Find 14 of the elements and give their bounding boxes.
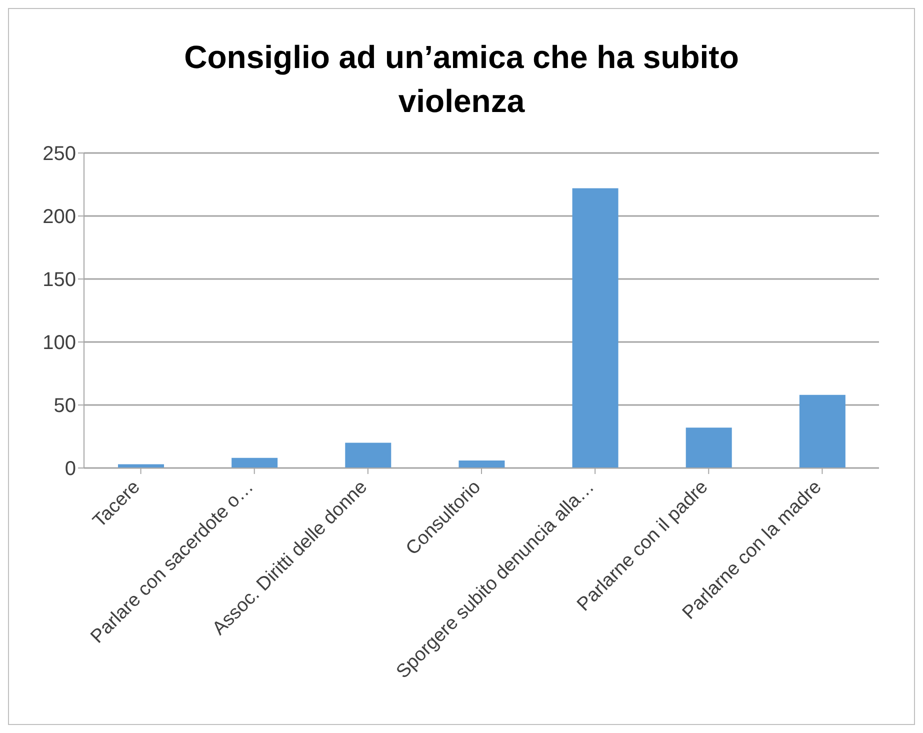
bar xyxy=(118,464,164,468)
bar xyxy=(232,458,278,468)
bar xyxy=(799,394,846,468)
y-tick-label: 200 xyxy=(42,206,76,228)
chart-title: Consiglio ad un’amica che ha subito violenza xyxy=(183,38,740,121)
y-tick-label: 0 xyxy=(64,458,76,480)
bar xyxy=(686,428,732,468)
bar xyxy=(572,188,618,468)
bar xyxy=(458,460,505,468)
y-tick-label: 50 xyxy=(54,395,76,418)
y-tick-label: 150 xyxy=(42,269,76,292)
y-tick-label: 100 xyxy=(42,332,76,354)
y-tick-label: 250 xyxy=(42,143,76,166)
bar xyxy=(345,442,392,468)
